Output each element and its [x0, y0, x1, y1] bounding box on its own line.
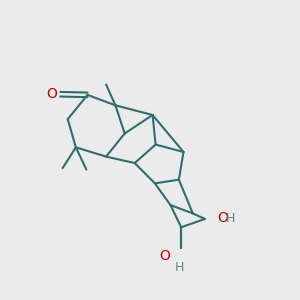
- Text: O: O: [46, 87, 58, 101]
- Text: H: H: [225, 212, 235, 225]
- Text: O: O: [160, 249, 170, 263]
- Text: H: H: [175, 261, 184, 274]
- Text: O: O: [218, 212, 228, 226]
